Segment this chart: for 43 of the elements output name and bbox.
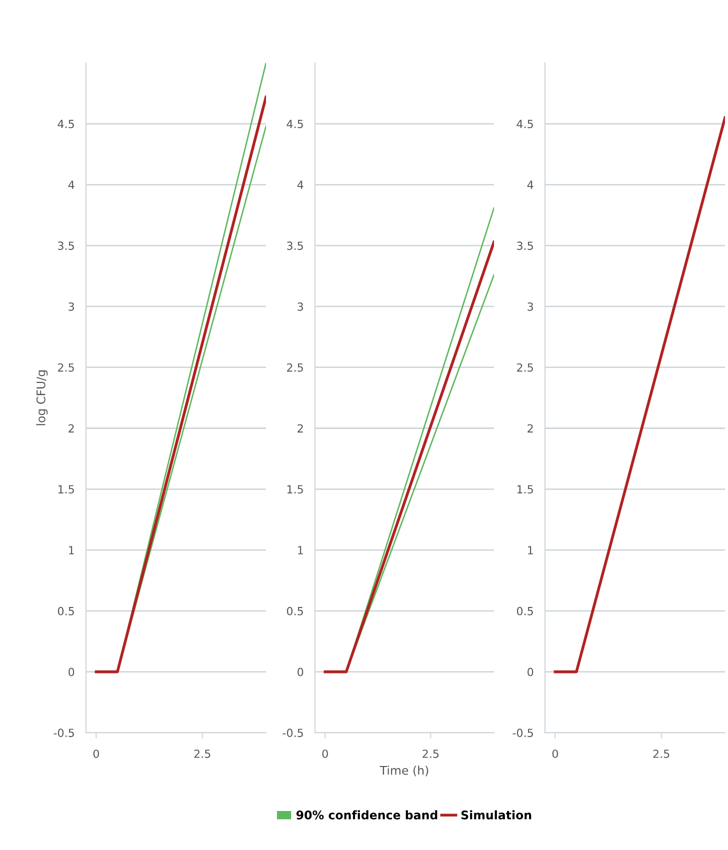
y-tick-label: 0 — [528, 668, 534, 676]
y-tick-label: 3.5 — [58, 242, 74, 250]
y-tick-label: 0.5 — [516, 606, 533, 616]
legend-label: 90% confidence band — [296, 810, 438, 820]
x-axis-title: Time (h) — [380, 766, 428, 776]
x-tick-label: 0 — [93, 750, 99, 758]
y-tick-label: 2 — [528, 424, 533, 432]
y-tick-label: -0.5 — [282, 728, 303, 738]
y-tick-label: 4 — [527, 180, 534, 189]
y-tick-label: 0 — [298, 668, 304, 676]
x-tick-label: 0 — [322, 750, 328, 758]
y-tick-label: 3.5 — [287, 242, 303, 250]
y-tick-label: 3.5 — [517, 242, 533, 250]
y-tick-label: 0.5 — [58, 606, 74, 616]
legend-label: Simulation — [461, 810, 532, 820]
y-tick-label: -0.5 — [54, 728, 74, 738]
y-tick-label: -0.5 — [512, 728, 533, 738]
y-tick-label: 1 — [298, 546, 303, 554]
y-tick-label: 0 — [68, 668, 74, 676]
x-tick-label: 0 — [552, 750, 558, 758]
y-tick-label: 4.5 — [516, 120, 533, 128]
y-tick-label: 1.5 — [287, 485, 303, 494]
y-tick-label: 1 — [69, 546, 74, 554]
y-tick-label: 3 — [528, 302, 533, 311]
y-tick-label: 1.5 — [517, 485, 533, 494]
y-tick-label: 2 — [68, 424, 74, 432]
x-tick-label: 2.5 — [194, 750, 210, 758]
y-tick-label: 4.5 — [286, 120, 303, 128]
y-tick-label: 1.5 — [58, 485, 74, 494]
y-tick-label: 3 — [68, 302, 74, 311]
y-tick-label: 2.5 — [287, 363, 303, 372]
y-axis-title: log CFU/g — [36, 370, 48, 426]
y-tick-label: 2.5 — [58, 363, 74, 372]
x-tick-label: 2.5 — [653, 750, 670, 758]
y-tick-label: 0.5 — [286, 606, 303, 616]
y-tick-label: 2.5 — [517, 363, 533, 372]
y-tick-label: 1 — [528, 546, 533, 554]
y-tick-label: 4.5 — [58, 120, 74, 128]
x-tick-label: 2.5 — [422, 750, 439, 758]
y-tick-label: 2 — [298, 424, 303, 432]
y-tick-label: 4 — [68, 180, 74, 189]
y-tick-label: 4 — [297, 180, 304, 189]
y-tick-label: 3 — [298, 302, 303, 311]
